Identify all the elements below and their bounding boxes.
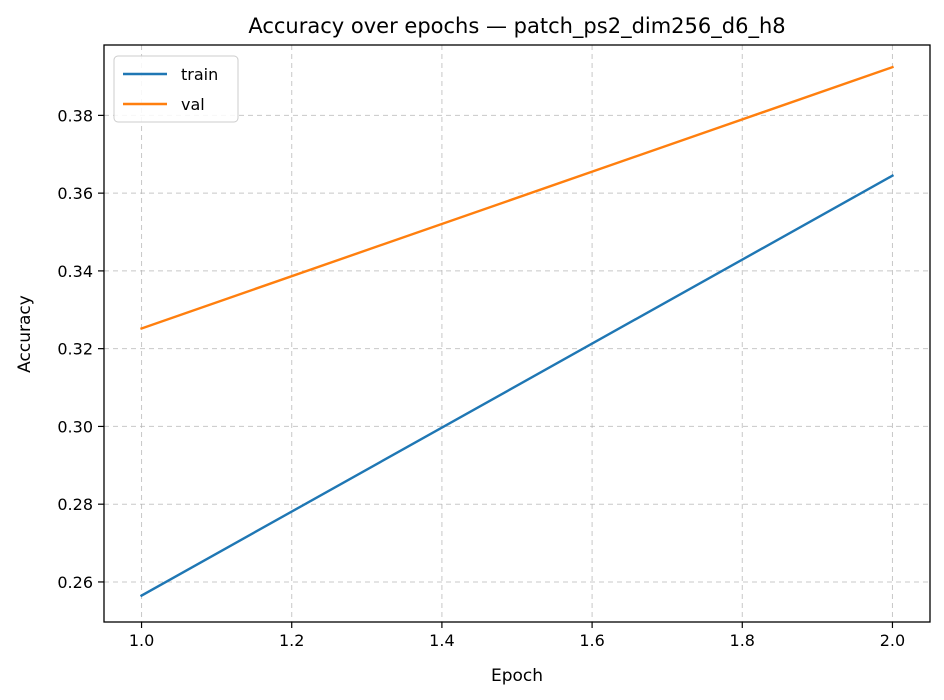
axis-ticks: 1.0 1.2 1.4 1.6 1.8 2.0 0.26 0.28 0.30 0.32 0.34 0.…: [57, 106, 905, 650]
series-lines: [139, 65, 895, 598]
x-tick-label: 1.0: [129, 631, 154, 650]
y-tick-label: 0.38: [57, 106, 93, 125]
y-tick-label: 0.26: [57, 573, 93, 592]
y-axis-label: Accuracy: [15, 295, 35, 373]
y-tick-label: 0.34: [57, 262, 93, 281]
x-tick-label: 1.4: [429, 631, 454, 650]
y-tick-label: 0.30: [57, 417, 93, 436]
x-tick-label: 1.2: [279, 631, 304, 650]
legend: train val: [113, 55, 239, 123]
plot-frame: [103, 44, 931, 623]
legend-box: [113, 55, 239, 123]
x-tick-label: 2.0: [880, 631, 905, 650]
grid: [104, 45, 930, 622]
y-tick-label: 0.32: [57, 340, 93, 359]
legend-label-train: train: [181, 65, 218, 84]
y-tick-label: 0.28: [57, 495, 93, 514]
x-axis-label: Epoch: [491, 666, 543, 686]
y-tick-label: 0.36: [57, 184, 93, 203]
series-line-train: [139, 174, 895, 598]
series-line-val: [140, 65, 894, 330]
chart-title: Accuracy over epochs — patch_ps2_dim256_…: [248, 14, 785, 39]
x-tick-label: 1.6: [579, 631, 604, 650]
x-tick-label: 1.8: [730, 631, 755, 650]
legend-label-val: val: [181, 95, 205, 114]
